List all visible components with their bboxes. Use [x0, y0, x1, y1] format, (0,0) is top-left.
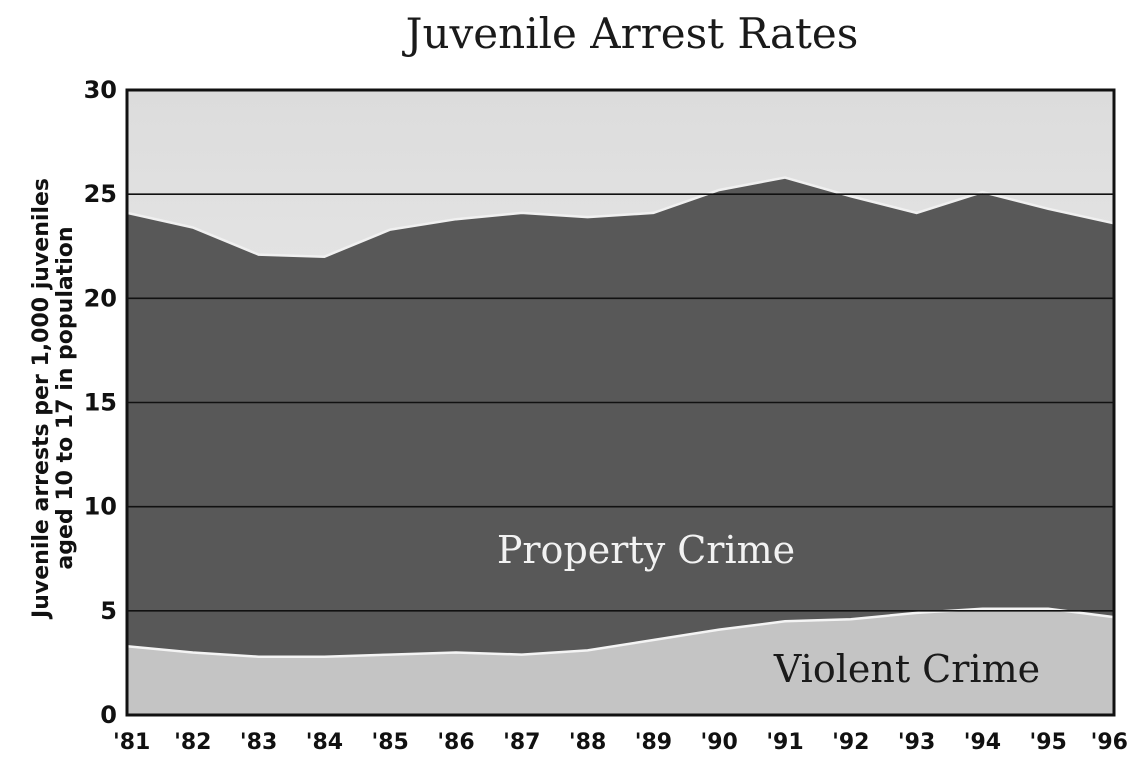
gridlines	[127, 193, 1114, 612]
x-tick-label: '85	[372, 730, 409, 755]
y-tick-label: 30	[84, 76, 117, 104]
y-axis-ticks: 0 5 10 15 20 25 30	[84, 76, 117, 729]
x-tick-label: '89	[635, 730, 672, 755]
y-tick-label: 20	[84, 284, 117, 312]
y-tick-label: 15	[84, 389, 117, 417]
y-axis-label: Juvenile arrests per 1,000 juveniles age…	[29, 178, 78, 620]
x-tick-label: '88	[569, 730, 606, 755]
x-tick-label: '83	[240, 730, 277, 755]
property-crime-label: Property Crime	[497, 528, 795, 572]
plot-frame	[125, 88, 1116, 717]
x-tick-label: '93	[898, 730, 935, 755]
x-tick-label: '92	[832, 730, 869, 755]
x-tick-label: '84	[306, 730, 343, 755]
property-crime-area	[127, 177, 1114, 715]
y-axis-label-line-1: Juvenile arrests per 1,000 juveniles	[29, 178, 54, 620]
x-tick-label: '96	[1091, 730, 1128, 755]
x-tick-label: '81	[113, 730, 150, 755]
y-tick-label: 10	[84, 493, 117, 521]
x-tick-label: '90	[701, 730, 738, 755]
x-tick-label: '86	[437, 730, 474, 755]
y-tick-label: 5	[100, 597, 117, 625]
x-tick-label: '91	[766, 730, 803, 755]
y-tick-label: 0	[100, 701, 117, 729]
x-tick-label: '87	[503, 730, 540, 755]
y-tick-label: 25	[84, 180, 117, 208]
x-tick-label: '95	[1030, 730, 1067, 755]
y-axis-label-line-2: aged 10 to 17 in population	[53, 226, 78, 569]
x-tick-label: '82	[174, 730, 211, 755]
violent-crime-area	[127, 608, 1114, 715]
violent-crime-label: Violent Crime	[773, 647, 1040, 691]
x-tick-label: '94	[964, 730, 1001, 755]
property-crime-edge	[126, 176, 1115, 258]
x-axis-ticks: '81 '82 '83 '84 '85 '86 '87 '88 '89 '90 '91 '92 '93 '…	[113, 730, 1128, 755]
chart-title: Juvenile Arrest Rates	[402, 9, 859, 58]
